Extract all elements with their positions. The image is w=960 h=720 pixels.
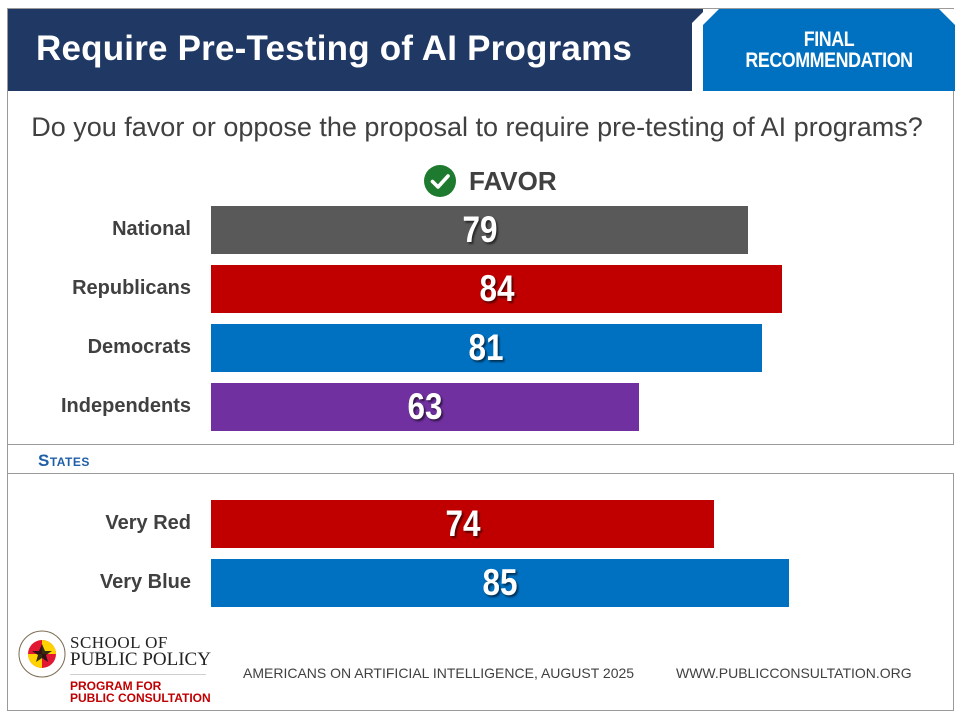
bar-very-red: 74 [211,500,715,548]
favor-label: FAVOR [469,165,557,196]
data-label-republicans: 84 [479,268,515,309]
category-label-very-red: Very Red [105,512,191,534]
page-title: Require Pre-Testing of AI Programs [36,29,633,68]
states-section-header: States [8,444,954,474]
data-label-independents: 63 [407,386,443,427]
footer-source: AMERICANS ON ARTIFICIAL INTELLIGENCE, AU… [243,665,635,681]
logo-divider [70,674,206,675]
footer-website[interactable]: WWW.PUBLICCONSULTATION.ORG [676,665,912,681]
data-label-very-blue: 85 [482,562,518,603]
program-name-line-2: PUBLIC CONSULTATION [70,691,211,705]
data-label-very-red: 74 [445,503,481,544]
data-label-national: 79 [462,209,498,250]
badge-line-2: RECOMMENDATION [745,49,913,72]
category-label-very-blue: Very Blue [99,571,191,593]
final-recommendation-badge: FINAL RECOMMENDATION [703,9,955,91]
university-seal-logo [18,630,66,678]
category-label-democrats: Democrats [87,336,191,358]
category-label-republicans: Republicans [72,277,191,299]
favor-legend: FAVOR [424,164,557,198]
survey-question: Do you favor or oppose the proposal to r… [31,112,923,142]
checkmark-icon [424,165,456,197]
bar-national: 79 [211,206,749,254]
category-label-national: National [112,218,191,240]
bar-republicans: 84 [211,265,783,313]
program-name-line-1: PROGRAM FOR [70,679,162,693]
category-label-independents: Independents [60,395,191,417]
bar-very-blue: 85 [211,559,789,607]
school-name-line-2: PUBLIC POLICY [70,649,211,670]
states-label: States [38,451,90,470]
badge-line-1: FINAL [803,28,855,51]
bar-democrats: 81 [211,324,762,372]
slide-frame [7,8,954,711]
data-label-democrats: 81 [468,327,504,368]
school-name-line-1: SCHOOL OF [70,633,168,652]
title-banner: Require Pre-Testing of AI Programs [8,9,706,91]
bar-independents: 63 [211,383,640,431]
